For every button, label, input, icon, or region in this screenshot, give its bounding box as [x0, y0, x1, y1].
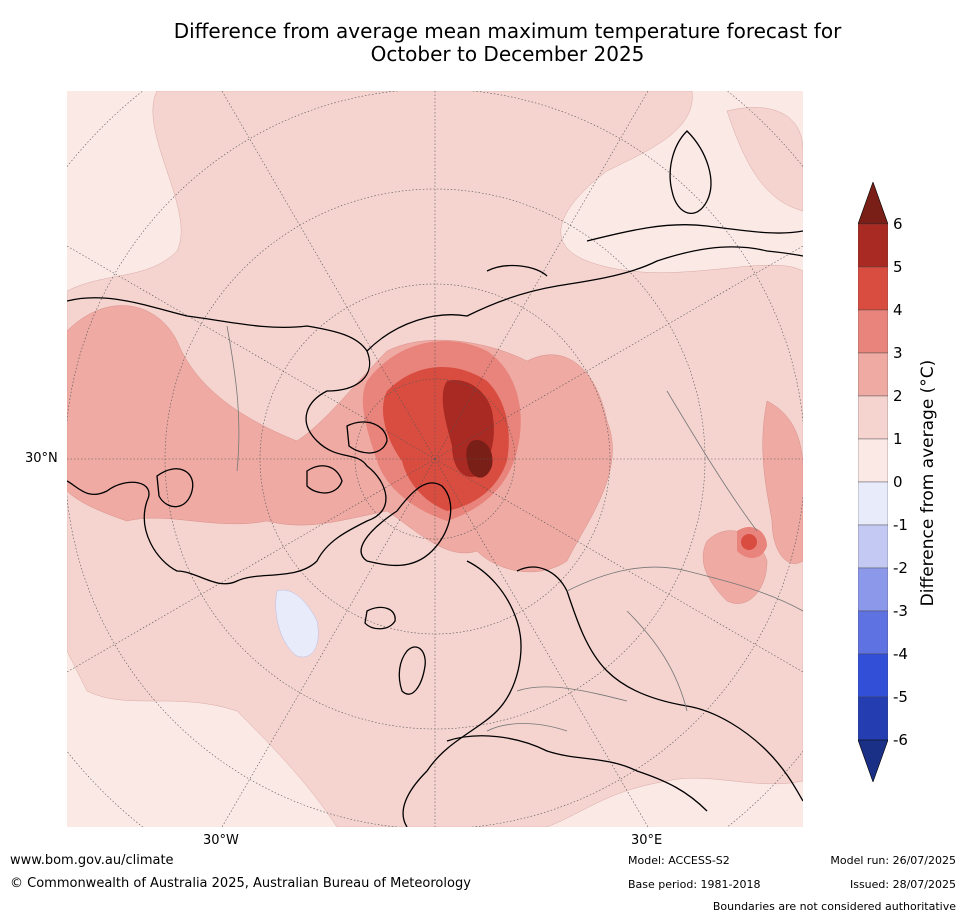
- anomaly-negative-region: [275, 589, 319, 658]
- title-line-2: October to December 2025: [370, 42, 645, 66]
- colorbar-band: [857, 266, 889, 311]
- colorbar-tick-label: 4: [893, 301, 903, 319]
- footer-copyright: © Commonwealth of Australia 2025, Austra…: [10, 876, 471, 891]
- colorbar-band: [857, 395, 889, 440]
- colorbar-tick-label: 2: [893, 387, 903, 405]
- colorbar-extend-min: [857, 739, 889, 783]
- colorbar-tick-label: -2: [893, 559, 908, 577]
- colorbar-band: [857, 610, 889, 655]
- colorbar-band: [857, 438, 889, 483]
- colorbar-label: Difference from average (°C): [918, 359, 938, 607]
- colorbar-tick-label: -3: [893, 602, 908, 620]
- colorbar-extend-max: [857, 181, 889, 225]
- footer-model-run: Model run: 26/07/2025: [830, 854, 956, 867]
- colorbar-tick-label: -4: [893, 645, 908, 663]
- colorbar-band: [857, 223, 889, 268]
- colorbar-tick-label: 5: [893, 258, 903, 276]
- colorbar-tick-label: 3: [893, 344, 903, 362]
- colorbar-tick-label: -6: [893, 731, 908, 749]
- footer-disclaimer: Boundaries are not considered authoritat…: [712, 900, 956, 913]
- anomaly-above-6-region: [466, 440, 493, 478]
- colorbar-band: [857, 524, 889, 569]
- colorbar: [857, 181, 889, 783]
- colorbar-tick-label: 0: [893, 473, 903, 491]
- colorbar-tick-label: -5: [893, 688, 908, 706]
- lon-label-30e: 30°E: [631, 833, 663, 848]
- forecast-map: [67, 91, 803, 827]
- country-borders: [226, 325, 803, 732]
- colorbar-band: [857, 352, 889, 397]
- map-title: Difference from average mean maximum tem…: [60, 20, 955, 66]
- lat-label-30n: 30°N: [25, 451, 58, 466]
- colorbar-band: [857, 481, 889, 526]
- footer-base-period: Base period: 1981-2018: [628, 878, 761, 891]
- lon-label-30w: 30°W: [203, 833, 239, 848]
- colorbar-tick-label: 6: [893, 215, 903, 233]
- coastlines: [67, 130, 803, 827]
- colorbar-band: [857, 309, 889, 354]
- colorbar-tick-label: 1: [893, 430, 903, 448]
- colorbar-band: [857, 567, 889, 612]
- footer-url[interactable]: www.bom.gov.au/climate: [10, 853, 174, 868]
- colorbar-band: [857, 653, 889, 698]
- footer-model: Model: ACCESS-S2: [628, 854, 730, 867]
- title-line-1: Difference from average mean maximum tem…: [173, 19, 842, 43]
- colorbar-band: [857, 696, 889, 741]
- footer-issued: Issued: 28/07/2025: [849, 878, 956, 891]
- colorbar-tick-label: -1: [893, 516, 908, 534]
